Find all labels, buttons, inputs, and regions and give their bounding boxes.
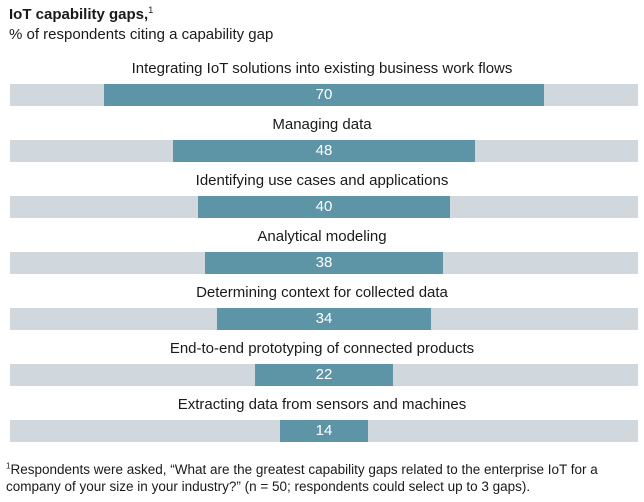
bar-value-label: 40 [315, 198, 333, 215]
footnote-marker: 1 [6, 461, 11, 471]
category-label: Extracting data from sensors and machine… [177, 396, 467, 413]
bar-chart: Integrating IoT solutions into existing … [10, 60, 638, 442]
category-label: End-to-end prototyping of connected prod… [169, 340, 475, 357]
category-label: Determining context for collected data [196, 284, 448, 301]
category-label: Identifying use cases and applications [195, 172, 449, 189]
bar [280, 420, 368, 442]
bar [204, 252, 444, 274]
footnote-text: Respondents were asked, “What are the gr… [6, 462, 598, 494]
bar-value-label: 48 [315, 142, 333, 159]
footnote: 1Respondents were asked, “What are the g… [6, 461, 638, 495]
bar [104, 84, 544, 106]
category-label: Integrating IoT solutions into existing … [131, 60, 513, 77]
bar-value-label: 38 [315, 254, 333, 271]
bar-value-label: 14 [315, 422, 333, 439]
bar [217, 308, 431, 330]
bar-value-label: 22 [315, 366, 333, 383]
bar-value-label: 34 [315, 310, 333, 327]
chart-title: IoT capability gaps,1 [9, 6, 153, 24]
bar [254, 364, 394, 386]
bar [173, 140, 475, 162]
title-footnote-marker: 1 [148, 5, 154, 15]
chart-title-text: IoT capability gaps, [9, 6, 149, 23]
category-label: Managing data [272, 116, 372, 133]
bar [198, 196, 450, 218]
category-label: Analytical modeling [257, 228, 387, 245]
bar-value-label: 70 [315, 86, 333, 103]
chart-subtitle: % of respondents citing a capability gap [9, 26, 274, 43]
